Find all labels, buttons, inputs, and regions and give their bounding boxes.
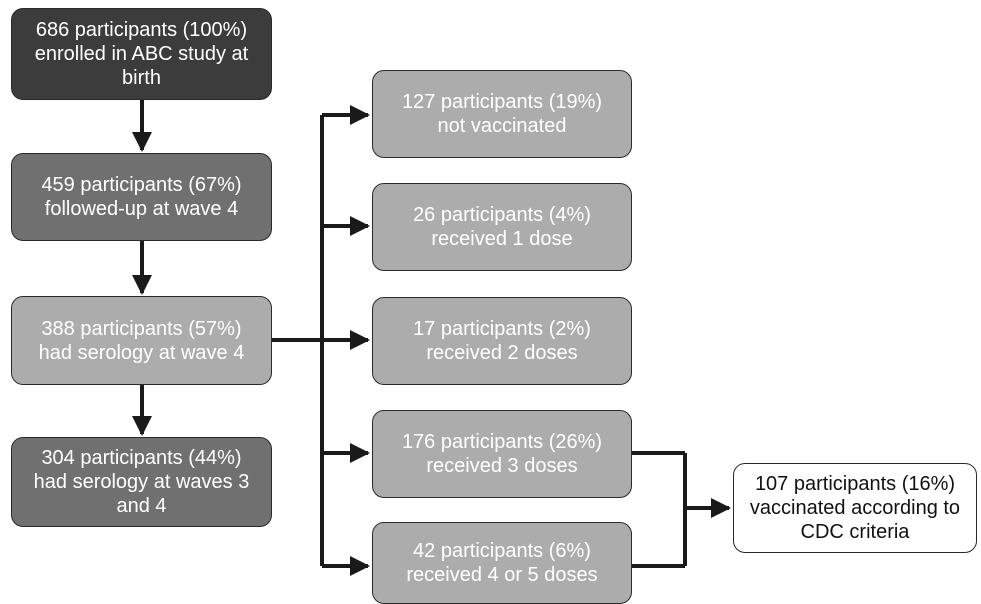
box-one-dose-text: 26 participants (4%) received 1 dose	[413, 204, 591, 250]
box-serology-wave4: 388 participants (57%) had serology at w…	[11, 296, 272, 385]
box-not-vaccinated-text: 127 participants (19%) not vaccinated	[401, 91, 603, 137]
box-four-five-doses: 42 participants (6%) received 4 or 5 dos…	[372, 522, 632, 604]
box-serology-waves34-text: 304 participants (44%) had serology at w…	[33, 447, 250, 517]
box-not-vaccinated: 127 participants (19%) not vaccinated	[372, 70, 632, 158]
box-followed-up-text: 459 participants (67%) followed-up at wa…	[41, 174, 242, 220]
box-enrolled: 686 participants (100%) enrolled in ABC …	[11, 8, 272, 100]
box-cdc-criteria-text: 107 participants (16%) vaccinated accord…	[749, 473, 961, 543]
box-four-five-doses-text: 42 participants (6%) received 4 or 5 dos…	[406, 540, 598, 586]
box-serology-waves34: 304 participants (44%) had serology at w…	[11, 437, 272, 527]
box-followed-up: 459 participants (67%) followed-up at wa…	[11, 153, 272, 241]
box-one-dose: 26 participants (4%) received 1 dose	[372, 183, 632, 271]
box-three-doses-text: 176 participants (26%) received 3 doses	[401, 431, 603, 477]
box-two-doses-text: 17 participants (2%) received 2 doses	[413, 318, 591, 364]
box-serology-wave4-text: 388 participants (57%) had serology at w…	[38, 317, 245, 364]
box-two-doses: 17 participants (2%) received 2 doses	[372, 297, 632, 385]
box-enrolled-text: 686 participants (100%) enrolled in ABC …	[34, 19, 249, 89]
box-cdc-criteria: 107 participants (16%) vaccinated accord…	[733, 463, 977, 553]
box-three-doses: 176 participants (26%) received 3 doses	[372, 410, 632, 498]
